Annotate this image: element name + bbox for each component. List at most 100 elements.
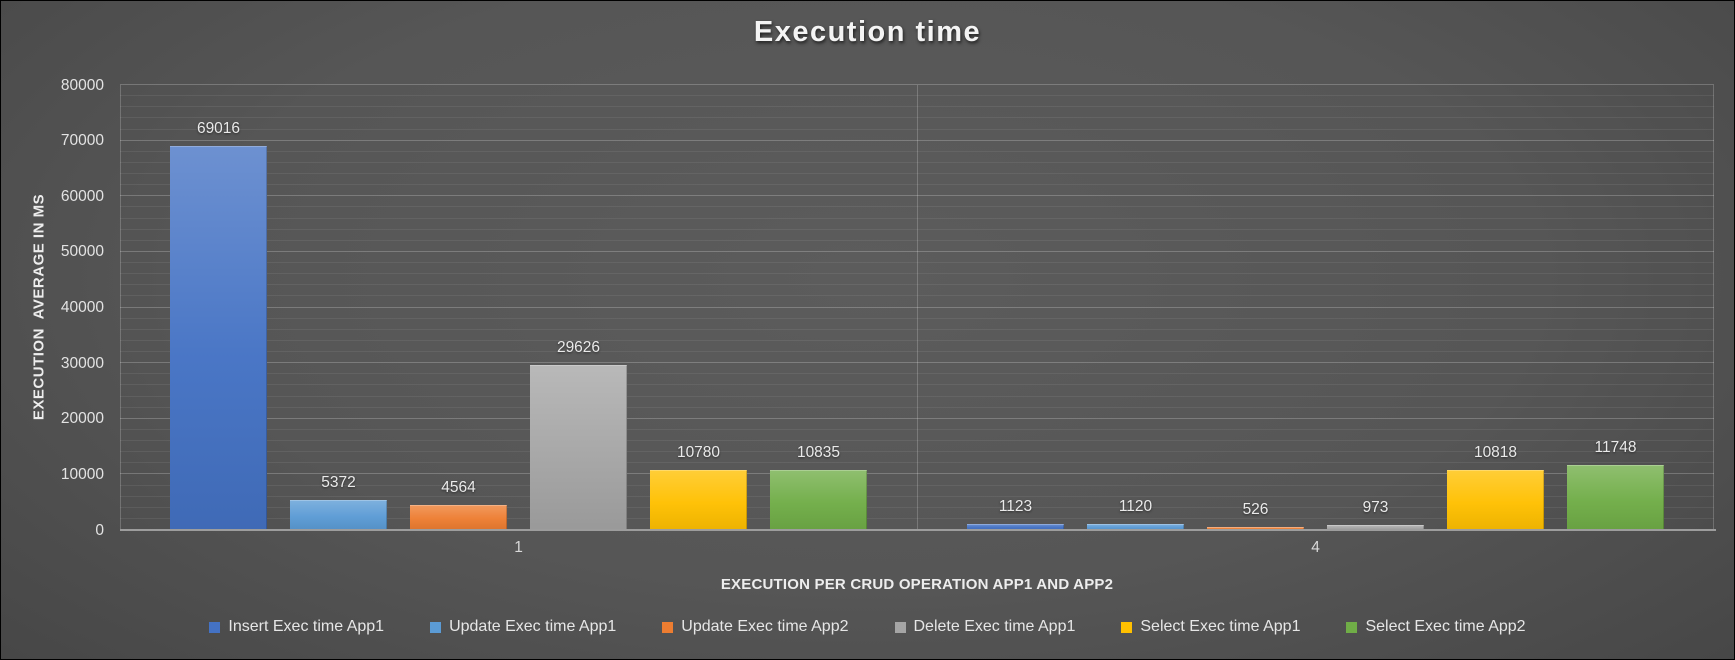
x-axis-line bbox=[120, 529, 1716, 531]
minor-gridline bbox=[120, 228, 1714, 230]
minor-gridline bbox=[120, 284, 1714, 286]
minor-gridline bbox=[120, 373, 1714, 375]
minor-gridline bbox=[120, 384, 1714, 386]
bar-value-label: 526 bbox=[1242, 501, 1269, 519]
minor-gridline bbox=[120, 117, 1714, 119]
x-axis-title: EXECUTION PER CRUD OPERATION APP1 AND AP… bbox=[720, 576, 1114, 593]
y-tick-label: 80000 bbox=[60, 76, 104, 94]
major-gridline bbox=[120, 306, 1714, 308]
minor-gridline bbox=[120, 395, 1714, 397]
minor-gridline bbox=[120, 217, 1714, 219]
major-gridline bbox=[120, 139, 1714, 141]
minor-gridline bbox=[120, 206, 1714, 208]
minor-gridline bbox=[120, 184, 1714, 186]
bar-select-exec-time-app1: 10780 bbox=[650, 444, 747, 530]
legend-swatch bbox=[430, 621, 442, 633]
bar-value-label: 69016 bbox=[196, 120, 241, 138]
minor-gridline bbox=[120, 95, 1714, 97]
legend-item: Select Exec time App1 bbox=[1121, 618, 1300, 636]
legend-item: Update Exec time App2 bbox=[662, 618, 849, 636]
plot-right-border bbox=[1713, 85, 1714, 530]
plot-area: 69016 5372 4564 29626 10780 10835 1123 1120 526 9… bbox=[120, 84, 1714, 530]
y-axis-tick-labels: 0 10000 20000 30000 40000 50000 60000 70000 8000… bbox=[1, 77, 104, 537]
minor-gridline bbox=[120, 239, 1714, 241]
major-gridline bbox=[120, 362, 1714, 364]
minor-gridline bbox=[120, 451, 1714, 453]
major-gridline bbox=[120, 84, 1714, 85]
bar-value-label: 10818 bbox=[1473, 443, 1518, 461]
category-label-4: 4 bbox=[1311, 539, 1320, 556]
minor-gridline bbox=[120, 484, 1714, 486]
bar-group: 1123 1120 526 973 10818 11748 bbox=[917, 85, 1714, 530]
legend-item: Update Exec time App1 bbox=[430, 618, 616, 636]
major-gridline bbox=[120, 473, 1714, 475]
minor-gridline bbox=[120, 295, 1714, 297]
legend-swatch bbox=[662, 621, 674, 633]
y-tick-label: 20000 bbox=[60, 410, 104, 427]
minor-gridline bbox=[120, 495, 1714, 497]
chart-title: Execution time bbox=[753, 16, 982, 48]
y-tick-label: 60000 bbox=[60, 187, 104, 205]
legend-swatch bbox=[209, 621, 221, 633]
minor-gridline bbox=[120, 506, 1714, 508]
legend-item: Insert Exec time App1 bbox=[209, 618, 384, 636]
y-tick-label: 70000 bbox=[60, 131, 104, 149]
legend-label: Select Exec time App2 bbox=[1365, 618, 1526, 635]
legend-swatch bbox=[1121, 621, 1133, 633]
minor-gridline bbox=[120, 173, 1714, 174]
minor-gridline bbox=[120, 262, 1714, 263]
bar-insert-exec-time-app1: 1123 bbox=[967, 498, 1064, 530]
y-tick-label: 0 bbox=[95, 521, 104, 539]
legend-label: Select Exec time App1 bbox=[1140, 618, 1301, 635]
bar-update-exec-time-app2: 526 bbox=[1207, 501, 1304, 530]
minor-gridline bbox=[120, 440, 1714, 441]
minor-gridline bbox=[120, 106, 1714, 108]
legend-swatch bbox=[1346, 621, 1358, 633]
bar-update-exec-time-app1: 5372 bbox=[290, 474, 387, 530]
y-tick-label: 30000 bbox=[60, 354, 104, 372]
minor-gridline bbox=[120, 351, 1714, 352]
bar-value-label: 5372 bbox=[321, 474, 356, 492]
major-gridline bbox=[120, 195, 1714, 197]
minor-gridline bbox=[120, 317, 1714, 319]
bar-delete-exec-time-app1: 29626 bbox=[530, 339, 627, 530]
legend-item: Select Exec time App2 bbox=[1346, 618, 1526, 636]
bar-value-label: 973 bbox=[1362, 498, 1389, 516]
bar-value-label: 10780 bbox=[676, 444, 721, 462]
bar-value-label: 1120 bbox=[1118, 497, 1153, 515]
minor-gridline bbox=[120, 328, 1714, 330]
minor-gridline bbox=[120, 517, 1714, 519]
bar-update-exec-time-app1: 1120 bbox=[1087, 498, 1184, 530]
minor-gridline bbox=[120, 150, 1714, 152]
bar-value-label: 4564 bbox=[441, 478, 476, 496]
minor-gridline bbox=[120, 406, 1714, 408]
y-tick-label: 10000 bbox=[60, 465, 104, 483]
bar-delete-exec-time-app1: 973 bbox=[1327, 499, 1424, 530]
minor-gridline bbox=[120, 428, 1714, 430]
y-tick-label: 50000 bbox=[60, 243, 104, 261]
bar-value-label: 29626 bbox=[556, 339, 601, 357]
category-label-1: 1 bbox=[514, 539, 523, 556]
y-axis-line bbox=[120, 85, 121, 530]
bar-select-exec-time-app2: 10835 bbox=[770, 444, 867, 530]
bar-value-label: 10835 bbox=[796, 443, 841, 461]
major-gridline bbox=[120, 417, 1714, 419]
legend-label: Delete Exec time App1 bbox=[913, 618, 1076, 635]
bar-value-label: 1123 bbox=[998, 497, 1033, 515]
minor-gridline bbox=[120, 273, 1714, 275]
legend-label: Update Exec time App2 bbox=[681, 618, 849, 635]
legend-swatch bbox=[894, 621, 906, 633]
chart-legend: Insert Exec time App1 Update Exec time Ap… bbox=[1, 618, 1734, 636]
legend-label: Update Exec time App1 bbox=[449, 618, 617, 635]
minor-gridline bbox=[120, 161, 1714, 163]
bar-select-exec-time-app2: 11748 bbox=[1567, 439, 1664, 530]
y-tick-label: 40000 bbox=[60, 298, 104, 316]
bar-insert-exec-time-app1: 69016 bbox=[170, 120, 267, 530]
bar-select-exec-time-app1: 10818 bbox=[1447, 444, 1544, 530]
major-gridline bbox=[120, 250, 1714, 252]
minor-gridline bbox=[120, 462, 1714, 464]
legend-label: Insert Exec time App1 bbox=[228, 618, 385, 635]
minor-gridline bbox=[120, 339, 1714, 341]
bar-update-exec-time-app2: 4564 bbox=[410, 479, 507, 530]
